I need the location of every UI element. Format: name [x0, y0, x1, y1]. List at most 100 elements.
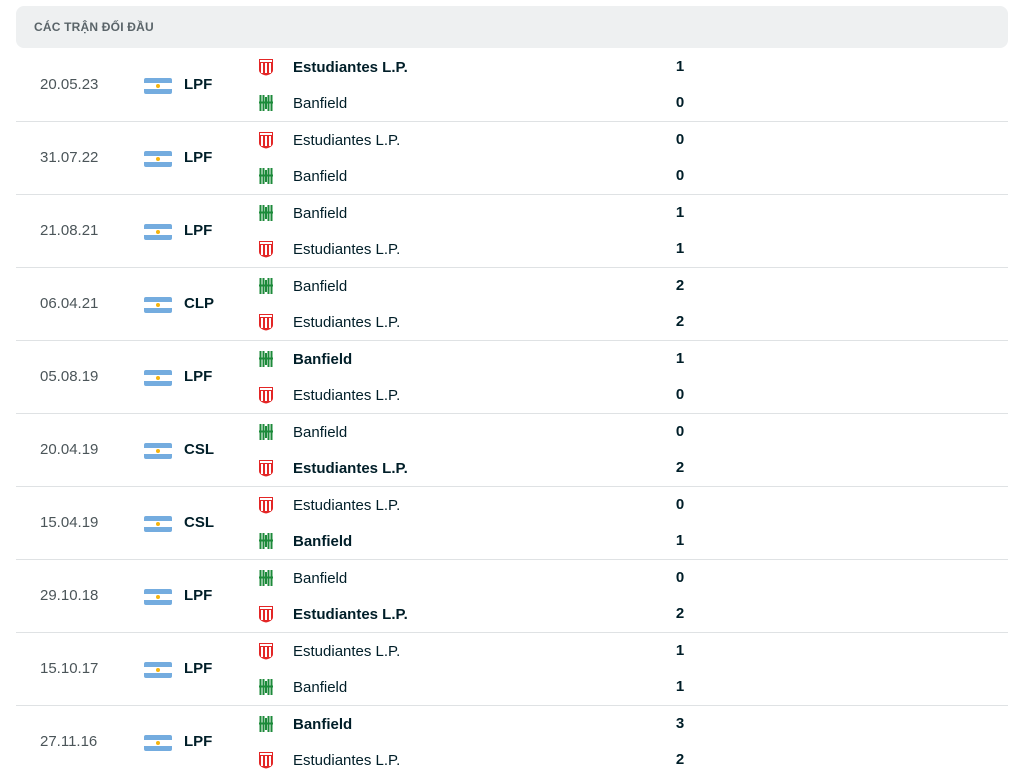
away-team[interactable]: Banfield [258, 523, 352, 559]
match-row[interactable]: 31.07.22 LPF Estudiantes L.P. 0 Banfield 0 [16, 122, 1008, 195]
away-score: 0 [675, 386, 685, 403]
banfield-crest-icon [259, 424, 273, 440]
argentina-flag-icon [144, 735, 172, 751]
away-team[interactable]: Estudiantes L.P. [258, 596, 408, 632]
match-row[interactable]: 29.10.18 LPF Banfield 0 Estudiantes L.P. 2 [16, 560, 1008, 633]
league-code[interactable]: LPF [184, 587, 213, 604]
away-team-name: Estudiantes L.P. [293, 751, 401, 769]
section-title: CÁC TRẬN ĐỐI ĐẦU [34, 20, 154, 34]
estudiantes-crest-icon [259, 314, 273, 331]
estudiantes-crest-icon [259, 752, 273, 769]
home-team[interactable]: Estudiantes L.P. [258, 49, 408, 85]
home-score: 1 [675, 58, 685, 75]
home-team[interactable]: Estudiantes L.P. [258, 487, 400, 523]
league-code[interactable]: LPF [184, 733, 213, 750]
match-date: 20.05.23 [40, 76, 99, 93]
argentina-flag-icon [144, 662, 172, 678]
estudiantes-crest-icon [259, 387, 273, 404]
match-row[interactable]: 20.05.23 LPF Estudiantes L.P. 1 Banfield 0 [16, 49, 1008, 122]
away-score: 2 [675, 751, 685, 768]
argentina-flag-icon [144, 78, 172, 94]
away-team[interactable]: Estudiantes L.P. [258, 450, 408, 486]
banfield-crest-icon [259, 716, 273, 732]
home-team-name: Estudiantes L.P. [293, 642, 401, 660]
league-code[interactable]: CSL [184, 441, 214, 458]
match-list: 20.05.23 LPF Estudiantes L.P. 1 Banfield 0 31.… [16, 49, 1008, 778]
home-team-name: Banfield [293, 423, 348, 441]
banfield-crest-icon [259, 278, 273, 294]
match-date: 06.04.21 [40, 295, 99, 312]
home-score: 1 [675, 350, 685, 367]
away-team[interactable]: Estudiantes L.P. [258, 742, 400, 778]
league-code[interactable]: LPF [184, 368, 213, 385]
home-team[interactable]: Banfield [258, 706, 352, 742]
home-score: 0 [675, 423, 685, 440]
home-team[interactable]: Banfield [258, 414, 347, 450]
league-code[interactable]: LPF [184, 660, 213, 677]
away-team-name: Estudiantes L.P. [293, 313, 401, 331]
home-score: 1 [675, 642, 685, 659]
estudiantes-crest-icon [259, 241, 273, 258]
away-team[interactable]: Estudiantes L.P. [258, 377, 400, 413]
argentina-flag-icon [144, 151, 172, 167]
match-row[interactable]: 21.08.21 LPF Banfield 1 Estudiantes L.P. 1 [16, 195, 1008, 268]
match-date: 05.08.19 [40, 368, 99, 385]
home-team[interactable]: Banfield [258, 268, 347, 304]
away-score: 0 [675, 167, 685, 184]
estudiantes-crest-icon [259, 59, 273, 76]
home-team[interactable]: Banfield [258, 195, 347, 231]
match-row[interactable]: 05.08.19 LPF Banfield 1 Estudiantes L.P. 0 [16, 341, 1008, 414]
home-score: 3 [675, 715, 685, 732]
league-code[interactable]: CLP [184, 295, 214, 312]
banfield-crest-icon [259, 679, 273, 695]
home-score: 0 [675, 131, 685, 148]
banfield-crest-icon [259, 351, 273, 367]
home-team[interactable]: Banfield [258, 341, 352, 377]
banfield-crest-icon [259, 570, 273, 586]
match-row[interactable]: 27.11.16 LPF Banfield 3 Estudiantes L.P. 2 [16, 706, 1008, 778]
away-team-name: Estudiantes L.P. [293, 386, 401, 404]
section-header: CÁC TRẬN ĐỐI ĐẦU [16, 6, 1008, 48]
away-team-name: Banfield [293, 678, 348, 696]
away-score: 2 [675, 459, 685, 476]
match-row[interactable]: 06.04.21 CLP Banfield 2 Estudiantes L.P. 2 [16, 268, 1008, 341]
banfield-crest-icon [259, 95, 273, 111]
away-score: 1 [675, 678, 685, 695]
match-row[interactable]: 15.04.19 CSL Estudiantes L.P. 0 Banfield 1 [16, 487, 1008, 560]
away-team-name: Banfield [293, 94, 348, 112]
match-date: 15.10.17 [40, 660, 99, 677]
away-team[interactable]: Banfield [258, 669, 347, 705]
away-team-name: Estudiantes L.P. [293, 605, 408, 623]
argentina-flag-icon [144, 370, 172, 386]
away-score: 2 [675, 313, 685, 330]
away-team[interactable]: Estudiantes L.P. [258, 231, 400, 267]
league-code[interactable]: LPF [184, 149, 213, 166]
match-row[interactable]: 20.04.19 CSL Banfield 0 Estudiantes L.P. 2 [16, 414, 1008, 487]
away-team[interactable]: Estudiantes L.P. [258, 304, 400, 340]
away-score: 1 [675, 532, 685, 549]
away-score: 0 [675, 94, 685, 111]
home-team[interactable]: Estudiantes L.P. [258, 633, 400, 669]
home-team[interactable]: Banfield [258, 560, 347, 596]
match-date: 31.07.22 [40, 149, 99, 166]
away-team-name: Banfield [293, 532, 353, 550]
league-code[interactable]: LPF [184, 76, 213, 93]
argentina-flag-icon [144, 297, 172, 313]
match-date: 15.04.19 [40, 514, 99, 531]
home-team-name: Banfield [293, 715, 353, 733]
argentina-flag-icon [144, 443, 172, 459]
league-code[interactable]: CSL [184, 514, 214, 531]
estudiantes-crest-icon [259, 643, 273, 660]
home-team[interactable]: Estudiantes L.P. [258, 122, 400, 158]
away-team[interactable]: Banfield [258, 85, 347, 121]
home-score: 1 [675, 204, 685, 221]
match-row[interactable]: 15.10.17 LPF Estudiantes L.P. 1 Banfield 1 [16, 633, 1008, 706]
away-score: 2 [675, 605, 685, 622]
argentina-flag-icon [144, 224, 172, 240]
estudiantes-crest-icon [259, 606, 273, 623]
away-team-name: Estudiantes L.P. [293, 240, 401, 258]
away-team[interactable]: Banfield [258, 158, 347, 194]
league-code[interactable]: LPF [184, 222, 213, 239]
banfield-crest-icon [259, 533, 273, 549]
argentina-flag-icon [144, 589, 172, 605]
